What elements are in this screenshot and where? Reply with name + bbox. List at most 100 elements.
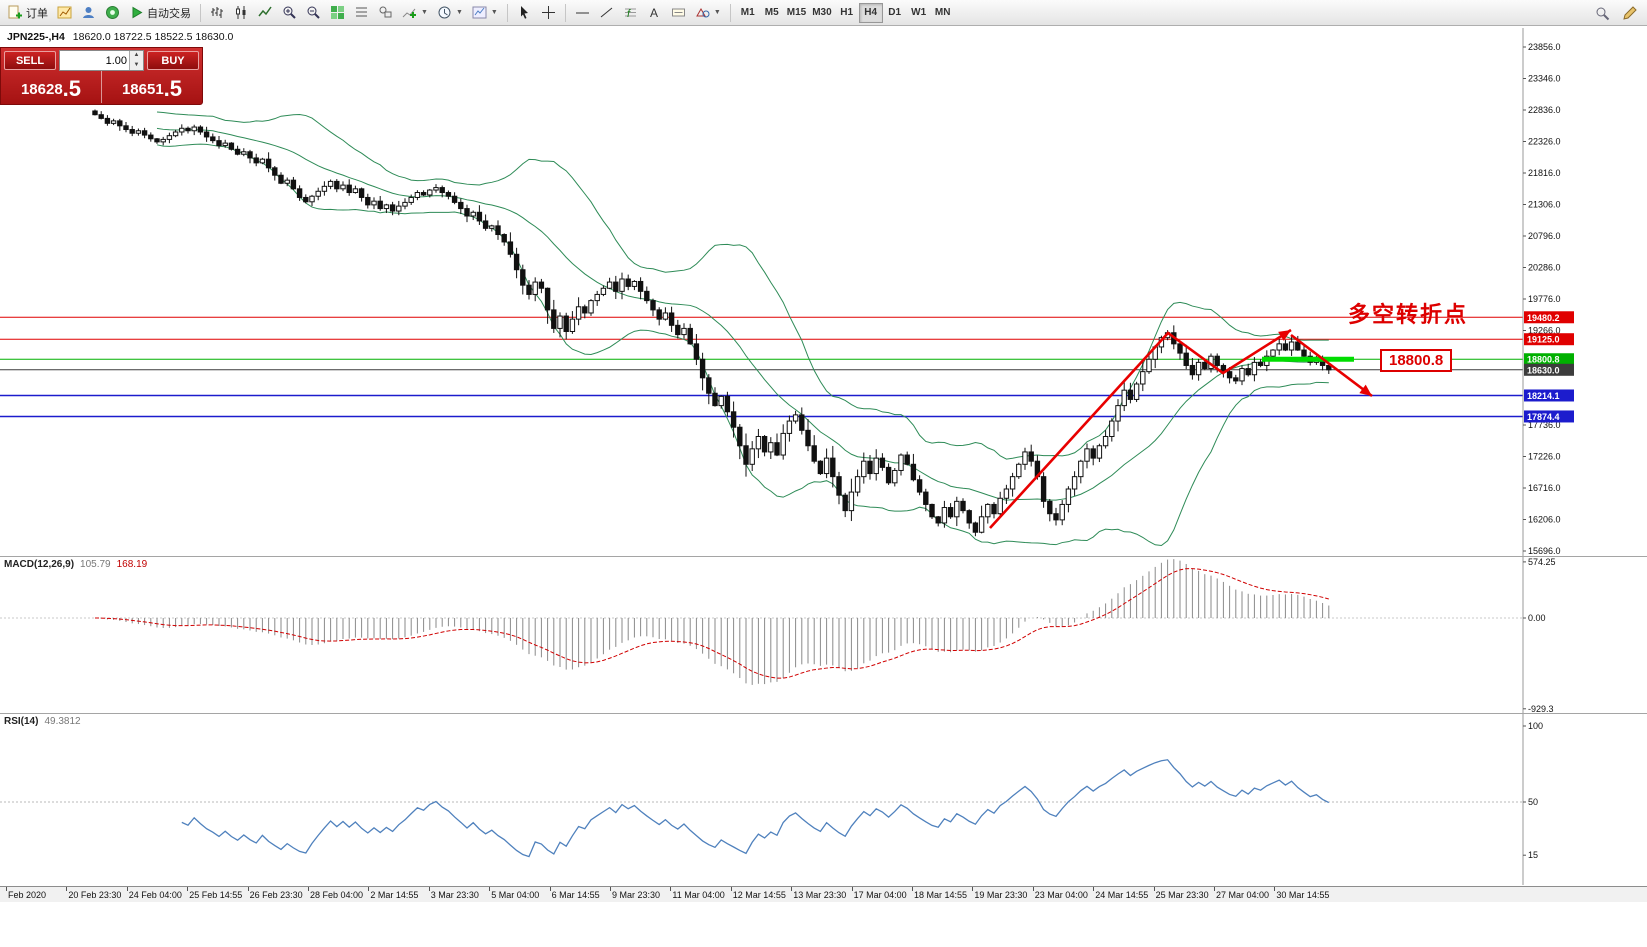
volume-up-icon[interactable]: ▲ [130, 51, 143, 61]
rsi-panel[interactable]: 100 50 15 [0, 714, 1647, 885]
candlestick-chart-button[interactable] [230, 2, 253, 24]
timeframe-m5-button[interactable]: M5 [760, 3, 784, 23]
chevron-down-icon: ▼ [455, 9, 463, 16]
autotrading-play-icon [132, 6, 143, 19]
new-order-button[interactable]: 订单 [4, 2, 52, 24]
svg-text:-929.3: -929.3 [1528, 704, 1554, 713]
time-axis-label: 13 Mar 23:30 [793, 890, 847, 900]
line-chart-icon [258, 6, 272, 17]
time-axis-label: 28 Feb 04:00 [310, 890, 364, 900]
horizontal-line-button[interactable] [571, 2, 594, 24]
zoom-in-button[interactable] [278, 2, 301, 24]
edit-button[interactable] [1618, 2, 1641, 24]
template-dropdown[interactable]: ▼ [468, 2, 502, 24]
chart-window[interactable]: 23856.0 23346.0 22836.0 22326.0 21816.0 21306… [0, 27, 1647, 902]
panel-splitter[interactable] [0, 713, 1647, 714]
crosshair-icon [541, 6, 555, 19]
rsi-value: 49.3812 [44, 716, 81, 727]
time-tick [912, 887, 913, 891]
turning-point-annotation: 多空转折点 [1348, 302, 1469, 327]
svg-text:100: 100 [1528, 721, 1543, 731]
new-chart-button[interactable] [53, 2, 76, 24]
time-tick [308, 887, 309, 891]
timeframe-m30-button[interactable]: M30 [809, 3, 834, 23]
rsi-indicator-label: RSI(14) 49.3812 [4, 716, 81, 727]
toolbar-separator [200, 3, 201, 22]
main-chart[interactable]: 23856.0 23346.0 22836.0 22326.0 21816.0 21306… [0, 28, 1647, 556]
time-axis-label: 11 Mar 04:00 [672, 890, 725, 900]
zoom-in-icon [283, 6, 296, 19]
timeframe-h1-button[interactable]: H1 [835, 3, 859, 23]
panel-splitter[interactable] [0, 556, 1647, 557]
sell-button[interactable]: SELL [4, 51, 56, 70]
tile-windows-button[interactable] [326, 2, 349, 24]
buy-button[interactable]: BUY [147, 51, 199, 70]
template-icon [472, 6, 487, 19]
data-window-button[interactable] [101, 2, 124, 24]
svg-text:15: 15 [1528, 850, 1538, 860]
line-chart-button[interactable] [254, 2, 277, 24]
macd-histogram [100, 559, 1330, 685]
time-tick [851, 887, 853, 891]
svg-text:16206.0: 16206.0 [1528, 515, 1561, 525]
price-annotation-box: 18800.8 [1380, 349, 1453, 372]
period-dropdown[interactable]: ▼ [433, 2, 467, 24]
cursor-button[interactable] [513, 2, 536, 24]
time-tick [791, 887, 793, 891]
chevron-down-icon: ▼ [713, 9, 721, 16]
timeframe-d1-button[interactable]: D1 [883, 3, 907, 23]
time-tick [247, 887, 249, 891]
svg-text:23856.0: 23856.0 [1528, 42, 1561, 52]
svg-text:23346.0: 23346.0 [1528, 74, 1561, 84]
timeframe-m1-button[interactable]: M1 [736, 3, 760, 23]
volume-input[interactable] [60, 51, 129, 70]
search-button[interactable] [1591, 2, 1614, 24]
zoom-out-icon [307, 6, 320, 19]
buy-price[interactable]: 18651.5 [102, 71, 202, 103]
profiles-icon [83, 7, 94, 18]
macd-indicator-label: MACD(12,26,9) 105.79 168.19 [4, 559, 147, 570]
autotrading-button[interactable]: 自动交易 [125, 2, 195, 24]
timeframe-m15-button[interactable]: M15 [784, 3, 809, 23]
new-order-label: 订单 [26, 7, 48, 20]
add-indicator-dropdown[interactable]: ▼ [398, 2, 432, 24]
time-axis-label: 9 Mar 23:30 [612, 890, 661, 900]
trend-arrows [989, 328, 1373, 529]
toolbar-separator [729, 3, 731, 22]
svg-text:17736.0: 17736.0 [1528, 420, 1561, 430]
time-axis-label: 6 Mar 14:55 [551, 890, 600, 900]
objects-list-button[interactable] [374, 2, 397, 24]
add-indicator-icon [402, 8, 416, 18]
bar-chart-button[interactable] [206, 2, 229, 24]
zoom-out-button[interactable] [302, 2, 325, 24]
time-tick [6, 887, 7, 891]
crosshair-button[interactable] [537, 2, 560, 24]
objects-list-icon [379, 6, 392, 18]
sell-price[interactable]: 18628.5 [1, 71, 102, 103]
shapes-dropdown[interactable]: ▼ [691, 2, 725, 24]
new-order-icon [8, 5, 22, 19]
macd-panel[interactable]: 574.25 0.00 -929.3 [0, 557, 1647, 713]
time-axis-label: 23 Mar 04:00 [1034, 890, 1088, 900]
time-tick [1274, 887, 1276, 891]
time-tick [489, 887, 491, 891]
label-button[interactable] [667, 2, 690, 24]
chart-header: JPN225-,H4 18620.0 18722.5 18522.5 18630… [7, 31, 233, 43]
volume-down-icon[interactable]: ▼ [130, 60, 143, 70]
fibonacci-button[interactable]: f [619, 2, 642, 24]
volume-field: ▲ ▼ [59, 50, 144, 71]
buy-price-main: 18651 [121, 81, 164, 98]
time-tick [428, 887, 430, 891]
profiles-button[interactable] [77, 2, 100, 24]
time-tick [730, 887, 732, 891]
price-axis-ticks: 23856.0 23346.0 22836.0 22326.0 21816.0 21306… [1523, 42, 1561, 556]
trendline-button[interactable] [595, 2, 618, 24]
indicator-list-button[interactable] [350, 2, 373, 24]
text-button[interactable]: A [643, 2, 666, 24]
time-axis[interactable]: Feb 2020 20 Feb 23:30 24 Feb 04:00 25 Feb 1… [0, 886, 1647, 902]
timeframe-mn-button[interactable]: MN [931, 3, 955, 23]
svg-text:17226.0: 17226.0 [1528, 452, 1561, 462]
ohlc-values: 18620.0 18722.5 18522.5 18630.0 [72, 31, 234, 43]
timeframe-h4-button[interactable]: H4 [858, 2, 883, 23]
timeframe-w1-button[interactable]: W1 [907, 3, 931, 23]
